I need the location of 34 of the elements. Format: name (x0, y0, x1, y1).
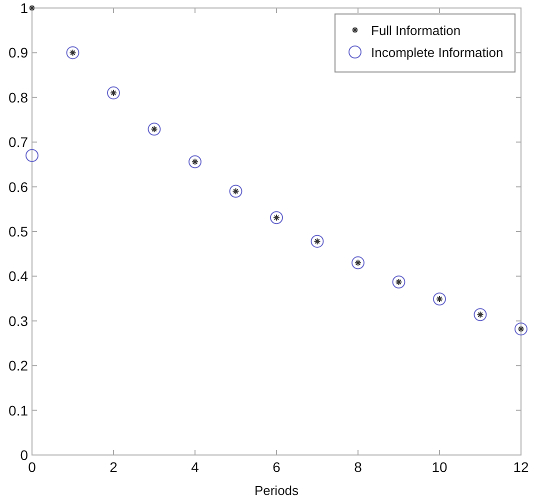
point (514, 322, 528, 336)
y-tick-label: 0.8 (8, 89, 28, 106)
x-tick-label: 10 (432, 459, 448, 475)
y-tick-label: 0.6 (8, 178, 28, 195)
point (66, 46, 80, 60)
point (28, 4, 36, 12)
point (392, 276, 406, 289)
point (352, 256, 364, 270)
point (107, 86, 120, 100)
y-tick-label: 0 (20, 447, 28, 463)
x-tick-label: 4 (191, 459, 200, 475)
y-tick-label: 0.4 (8, 268, 28, 284)
point (474, 308, 487, 322)
point (270, 211, 283, 224)
point (229, 184, 242, 198)
point (310, 234, 324, 248)
legend-label: Incomplete Information (371, 45, 504, 60)
point (148, 122, 161, 136)
y-tick-label: 0.5 (8, 224, 28, 240)
x-axis-title: Periods (254, 483, 300, 498)
y-tick-label: 0.1 (8, 402, 28, 418)
y-tick-label: 1 (20, 0, 28, 16)
x-tick-label: 6 (272, 459, 281, 475)
x-tick-label: 2 (110, 459, 118, 475)
point (433, 292, 446, 306)
point (26, 149, 38, 162)
y-tick-label: 0.3 (8, 312, 28, 329)
y-tick-label: 0.9 (8, 44, 28, 61)
legend-label: Full Information (371, 23, 461, 38)
y-tick-label: 0.2 (8, 358, 28, 374)
point (188, 155, 202, 168)
x-tick-label: 12 (513, 459, 529, 475)
x-tick-label: 8 (354, 459, 362, 475)
y-tick-label: 0.7 (8, 134, 28, 150)
